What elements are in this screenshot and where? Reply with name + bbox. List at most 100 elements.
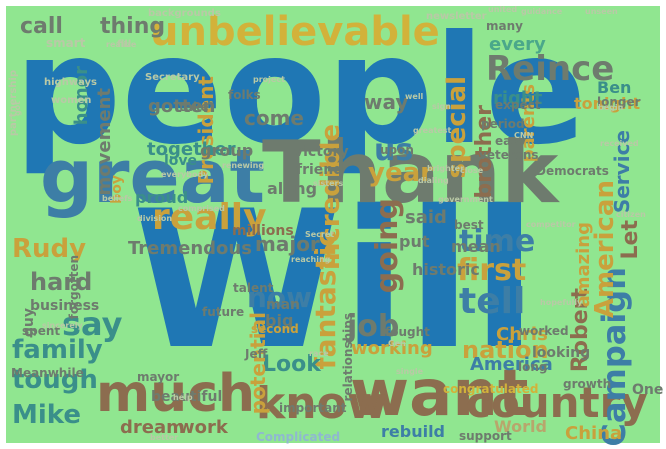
- word-competitor: competitor: [526, 220, 576, 229]
- word-jeff: Jeff: [245, 347, 268, 361]
- word-every: every: [489, 34, 546, 55]
- word-congratulated: congratulated: [443, 382, 539, 396]
- word-nation: nation: [462, 336, 549, 364]
- word-division: division: [137, 214, 173, 223]
- word-hopefully: hopefully: [540, 298, 583, 307]
- word-working: working: [351, 338, 433, 359]
- word-upon: upon: [380, 143, 414, 157]
- word-second: second: [251, 322, 299, 336]
- word-know: know: [256, 378, 388, 429]
- word-cloud-background: [6, 6, 660, 443]
- word-time: time: [459, 224, 536, 259]
- word-along: along: [267, 179, 318, 198]
- word-well: well: [405, 92, 424, 101]
- word-one: One: [632, 382, 664, 398]
- word-thank: Thank: [262, 123, 559, 223]
- word-important: important: [279, 401, 347, 415]
- word-hard: hard: [30, 268, 93, 296]
- word-proud: proud: [135, 188, 189, 207]
- word-secretary: Secretary: [145, 72, 200, 83]
- word-dream: dream: [120, 417, 185, 438]
- word-group: group: [200, 141, 254, 160]
- word-secret: Secret: [305, 230, 335, 239]
- word-comprised: comprised: [178, 204, 225, 213]
- word-cnn: CNN: [514, 131, 534, 140]
- word-thing: thing: [100, 14, 166, 39]
- word-talent: talent: [233, 281, 274, 295]
- word-worked: worked: [519, 324, 569, 338]
- word-rudy: Rudy: [12, 234, 87, 264]
- word-first: first: [457, 253, 527, 288]
- word-family: family: [12, 335, 103, 365]
- word-china: China: [565, 423, 623, 444]
- word-single: single: [396, 367, 424, 376]
- word-tough: tough: [12, 365, 98, 395]
- word-mean: mean: [451, 237, 501, 256]
- word-big: big: [265, 311, 294, 330]
- word-beliefs: beliefs: [102, 194, 133, 203]
- word-backgrounds: backgrounds: [148, 8, 221, 19]
- word-tremendous: Tremendous: [128, 238, 252, 259]
- word-tonight: tonight: [574, 94, 641, 113]
- word-smart: smart: [46, 36, 86, 50]
- word-greatest: greatest: [413, 126, 452, 135]
- word-friend: friend: [296, 162, 344, 178]
- word-newsletter: newsletter: [426, 11, 487, 22]
- word-us: us: [374, 133, 414, 168]
- word-highways: highways: [44, 77, 97, 88]
- word-government: government: [438, 195, 493, 204]
- word-major: major: [255, 232, 320, 256]
- word-work: work: [178, 417, 228, 438]
- word-guidance: guidance: [521, 7, 563, 16]
- word-close: close: [460, 166, 484, 175]
- word-call: call: [20, 14, 63, 39]
- word-period: period: [481, 117, 525, 131]
- word-come: come: [244, 106, 304, 130]
- word-long: long: [518, 360, 548, 374]
- word-america: America: [470, 354, 553, 375]
- word-veterans: veterans: [479, 148, 539, 162]
- word-fought: fought: [385, 325, 430, 339]
- word-mayor: mayor: [137, 370, 180, 384]
- word-citizen: citizen: [616, 210, 646, 219]
- word-put: put: [399, 232, 430, 251]
- word-help: help: [173, 393, 193, 402]
- word-meanwhile: Meanwhile: [11, 366, 84, 380]
- word-let: Let: [618, 220, 643, 260]
- word-begin: begin: [598, 103, 624, 112]
- word-year: year: [368, 158, 433, 188]
- word-look: Look: [262, 352, 321, 377]
- word-complicated: Complicated: [256, 430, 341, 444]
- word-unseen: unseen: [585, 7, 618, 16]
- word-gen: Gen: [388, 339, 406, 348]
- word-will: Will: [132, 170, 537, 391]
- word-love: love: [164, 153, 198, 169]
- word-beautiful: beautiful: [151, 389, 223, 405]
- word-many: many: [486, 19, 523, 33]
- word-amazing: amazing: [573, 222, 594, 308]
- word-longer: longer: [597, 95, 641, 109]
- word-easy: easy: [495, 134, 527, 148]
- word-future: future: [202, 305, 245, 319]
- word-world: World: [494, 417, 547, 436]
- word-unbelievable: unbelievable: [150, 9, 440, 55]
- word-spent: spent: [22, 324, 61, 338]
- word-sign: sign: [432, 102, 451, 111]
- word-race: race: [309, 349, 329, 358]
- word-president: President: [194, 76, 218, 185]
- word-growth: growth: [563, 377, 612, 391]
- word-women: women: [51, 95, 92, 106]
- word-everybody: everybody: [161, 170, 209, 179]
- word-expect: expect: [495, 98, 541, 112]
- word-best: best: [454, 218, 484, 232]
- word-better: better: [150, 433, 179, 442]
- word-chris: Chris: [496, 324, 548, 345]
- word-relationships: relationships: [341, 313, 355, 402]
- word-democrats: Democrats: [536, 164, 609, 178]
- word-renewing: renewing: [222, 161, 265, 170]
- word-now: now: [247, 281, 313, 314]
- word-reaching: reaching: [291, 255, 331, 264]
- word-millions: millions: [232, 223, 294, 239]
- word-man: man: [266, 297, 301, 313]
